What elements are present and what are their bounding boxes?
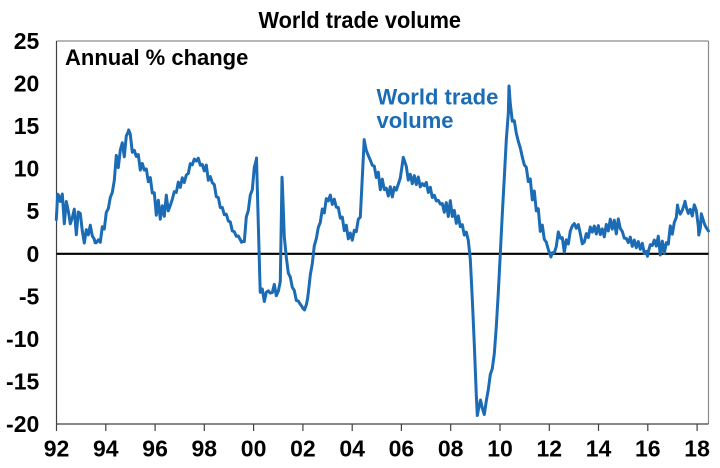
svg-text:World trade: World trade <box>377 84 499 109</box>
svg-text:92: 92 <box>44 436 70 462</box>
svg-text:0: 0 <box>27 241 40 267</box>
svg-text:20: 20 <box>14 71 40 97</box>
svg-text:Annual % change: Annual % change <box>65 45 248 70</box>
svg-text:5: 5 <box>27 198 40 224</box>
svg-text:15: 15 <box>14 113 40 139</box>
svg-text:-20: -20 <box>6 411 39 437</box>
svg-text:08: 08 <box>438 436 464 462</box>
svg-text:04: 04 <box>339 436 365 462</box>
svg-text:00: 00 <box>241 436 267 462</box>
svg-text:-10: -10 <box>6 326 39 352</box>
svg-text:25: 25 <box>14 28 40 54</box>
svg-text:16: 16 <box>635 436 661 462</box>
svg-text:10: 10 <box>14 156 40 182</box>
svg-text:96: 96 <box>142 436 168 462</box>
svg-text:18: 18 <box>684 436 710 462</box>
svg-text:-15: -15 <box>6 368 39 394</box>
svg-text:World trade volume: World trade volume <box>259 7 462 33</box>
svg-text:-5: -5 <box>19 283 40 309</box>
svg-text:06: 06 <box>389 436 415 462</box>
svg-text:94: 94 <box>93 436 119 462</box>
svg-text:02: 02 <box>290 436 316 462</box>
svg-text:volume: volume <box>377 108 454 133</box>
svg-text:98: 98 <box>192 436 218 462</box>
svg-text:14: 14 <box>586 436 612 462</box>
svg-text:10: 10 <box>487 436 513 462</box>
svg-text:12: 12 <box>537 436 563 462</box>
